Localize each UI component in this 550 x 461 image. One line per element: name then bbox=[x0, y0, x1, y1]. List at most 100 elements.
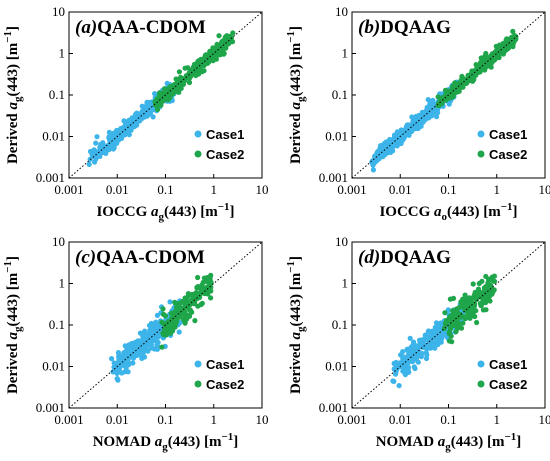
data-point-case2 bbox=[504, 42, 510, 49]
data-point-case1 bbox=[418, 354, 424, 360]
data-point-case1 bbox=[135, 344, 141, 350]
data-point-case1 bbox=[400, 362, 406, 368]
data-point-case2 bbox=[442, 310, 448, 316]
data-point-case2 bbox=[192, 318, 198, 324]
data-point-case2 bbox=[485, 59, 491, 65]
y-tick-label: 0.1 bbox=[49, 317, 65, 332]
data-point-case1 bbox=[123, 368, 129, 375]
x-tick-label: 0.01 bbox=[389, 182, 412, 197]
legend-label-case1: Case1 bbox=[206, 357, 244, 372]
data-point-case1 bbox=[153, 319, 159, 325]
data-point-case2 bbox=[216, 33, 222, 39]
data-point-case2 bbox=[470, 72, 476, 78]
data-point-case1 bbox=[428, 329, 434, 335]
data-point-case2 bbox=[491, 273, 497, 279]
data-point-case2 bbox=[198, 302, 204, 308]
data-point-case2 bbox=[474, 319, 480, 326]
data-point-case2 bbox=[155, 106, 161, 113]
data-point-case1 bbox=[378, 148, 384, 154]
data-point-case1 bbox=[390, 143, 396, 149]
data-point-case1 bbox=[86, 161, 92, 167]
data-point-case1 bbox=[135, 338, 141, 344]
data-point-case1 bbox=[412, 119, 419, 125]
x-tick-label: 1 bbox=[211, 412, 218, 427]
data-point-case1 bbox=[370, 167, 376, 173]
panel-title: (b)DQAAG bbox=[358, 17, 451, 38]
x-tick-label: 0.01 bbox=[389, 412, 412, 427]
data-point-case2 bbox=[172, 299, 178, 305]
x-tick-label: 0.1 bbox=[440, 182, 456, 197]
data-point-case2 bbox=[450, 295, 457, 301]
data-point-case2 bbox=[439, 95, 445, 101]
data-point-case2 bbox=[478, 300, 484, 306]
data-point-case2 bbox=[470, 281, 476, 287]
data-point-case2 bbox=[490, 288, 496, 295]
data-point-case1 bbox=[114, 135, 120, 141]
data-point-case2 bbox=[500, 41, 506, 47]
data-point-case1 bbox=[125, 122, 131, 128]
y-tick-label: 0.01 bbox=[325, 359, 348, 374]
x-tick-label: 10 bbox=[539, 182, 550, 197]
data-point-case2 bbox=[197, 285, 203, 291]
data-point-case2 bbox=[458, 84, 464, 90]
data-point-case2 bbox=[173, 304, 179, 310]
data-point-case2 bbox=[504, 36, 510, 42]
data-point-case1 bbox=[391, 378, 397, 384]
data-point-case1 bbox=[116, 367, 122, 373]
data-point-case2 bbox=[201, 57, 207, 63]
data-point-case1 bbox=[415, 359, 421, 365]
data-point-case1 bbox=[405, 347, 411, 354]
data-point-case1 bbox=[92, 159, 98, 165]
y-tick-label: 1 bbox=[59, 46, 66, 61]
data-point-case1 bbox=[87, 148, 94, 155]
y-tick-label: 0.01 bbox=[42, 129, 65, 144]
data-point-case1 bbox=[402, 128, 408, 134]
x-tick-label: 0.001 bbox=[337, 182, 366, 197]
one-to-one-line bbox=[351, 11, 546, 179]
data-point-case1 bbox=[109, 356, 115, 362]
x-tick-label: 0.1 bbox=[157, 182, 173, 197]
data-point-case1 bbox=[434, 335, 440, 341]
data-point-case1 bbox=[438, 339, 444, 345]
data-point-case1 bbox=[394, 131, 400, 137]
data-point-case1 bbox=[393, 362, 399, 368]
data-point-case2 bbox=[483, 273, 489, 280]
data-point-case1 bbox=[150, 114, 156, 120]
data-point-case2 bbox=[472, 301, 478, 307]
data-point-case1 bbox=[94, 134, 100, 140]
data-point-case2 bbox=[500, 46, 506, 52]
data-point-case1 bbox=[100, 145, 107, 151]
data-point-case2 bbox=[471, 76, 477, 83]
data-point-case1 bbox=[371, 160, 377, 166]
data-point-case1 bbox=[384, 139, 390, 145]
y-tick-label: 0.1 bbox=[332, 87, 348, 102]
data-point-case2 bbox=[182, 296, 189, 302]
data-point-case2 bbox=[469, 295, 475, 301]
points-layer bbox=[390, 273, 498, 389]
data-point-case2 bbox=[186, 313, 193, 319]
data-point-case1 bbox=[402, 372, 408, 378]
data-point-case2 bbox=[180, 316, 186, 322]
data-point-case1 bbox=[405, 354, 411, 360]
x-tick-label: 0.001 bbox=[337, 412, 366, 427]
x-tick-label: 0.1 bbox=[157, 412, 173, 427]
data-point-case1 bbox=[135, 118, 141, 124]
data-point-case1 bbox=[378, 143, 384, 149]
y-tick-label: 0.01 bbox=[325, 129, 348, 144]
y-tick-label: 0.001 bbox=[36, 170, 65, 185]
y-tick-label: 10 bbox=[52, 234, 65, 249]
legend-marker-case1 bbox=[477, 360, 485, 368]
data-point-case2 bbox=[226, 40, 232, 46]
data-point-case1 bbox=[130, 344, 136, 351]
data-point-case2 bbox=[167, 327, 173, 333]
data-point-case1 bbox=[141, 333, 147, 339]
legend-label-case2: Case2 bbox=[489, 377, 527, 392]
data-point-case2 bbox=[478, 290, 484, 296]
x-tick-label: 1 bbox=[211, 182, 218, 197]
data-point-case2 bbox=[453, 307, 459, 313]
data-point-case1 bbox=[118, 126, 124, 132]
data-point-case2 bbox=[487, 298, 493, 304]
x-tick-label: 0.1 bbox=[440, 412, 456, 427]
data-point-case1 bbox=[139, 355, 145, 361]
data-point-case1 bbox=[415, 343, 421, 349]
